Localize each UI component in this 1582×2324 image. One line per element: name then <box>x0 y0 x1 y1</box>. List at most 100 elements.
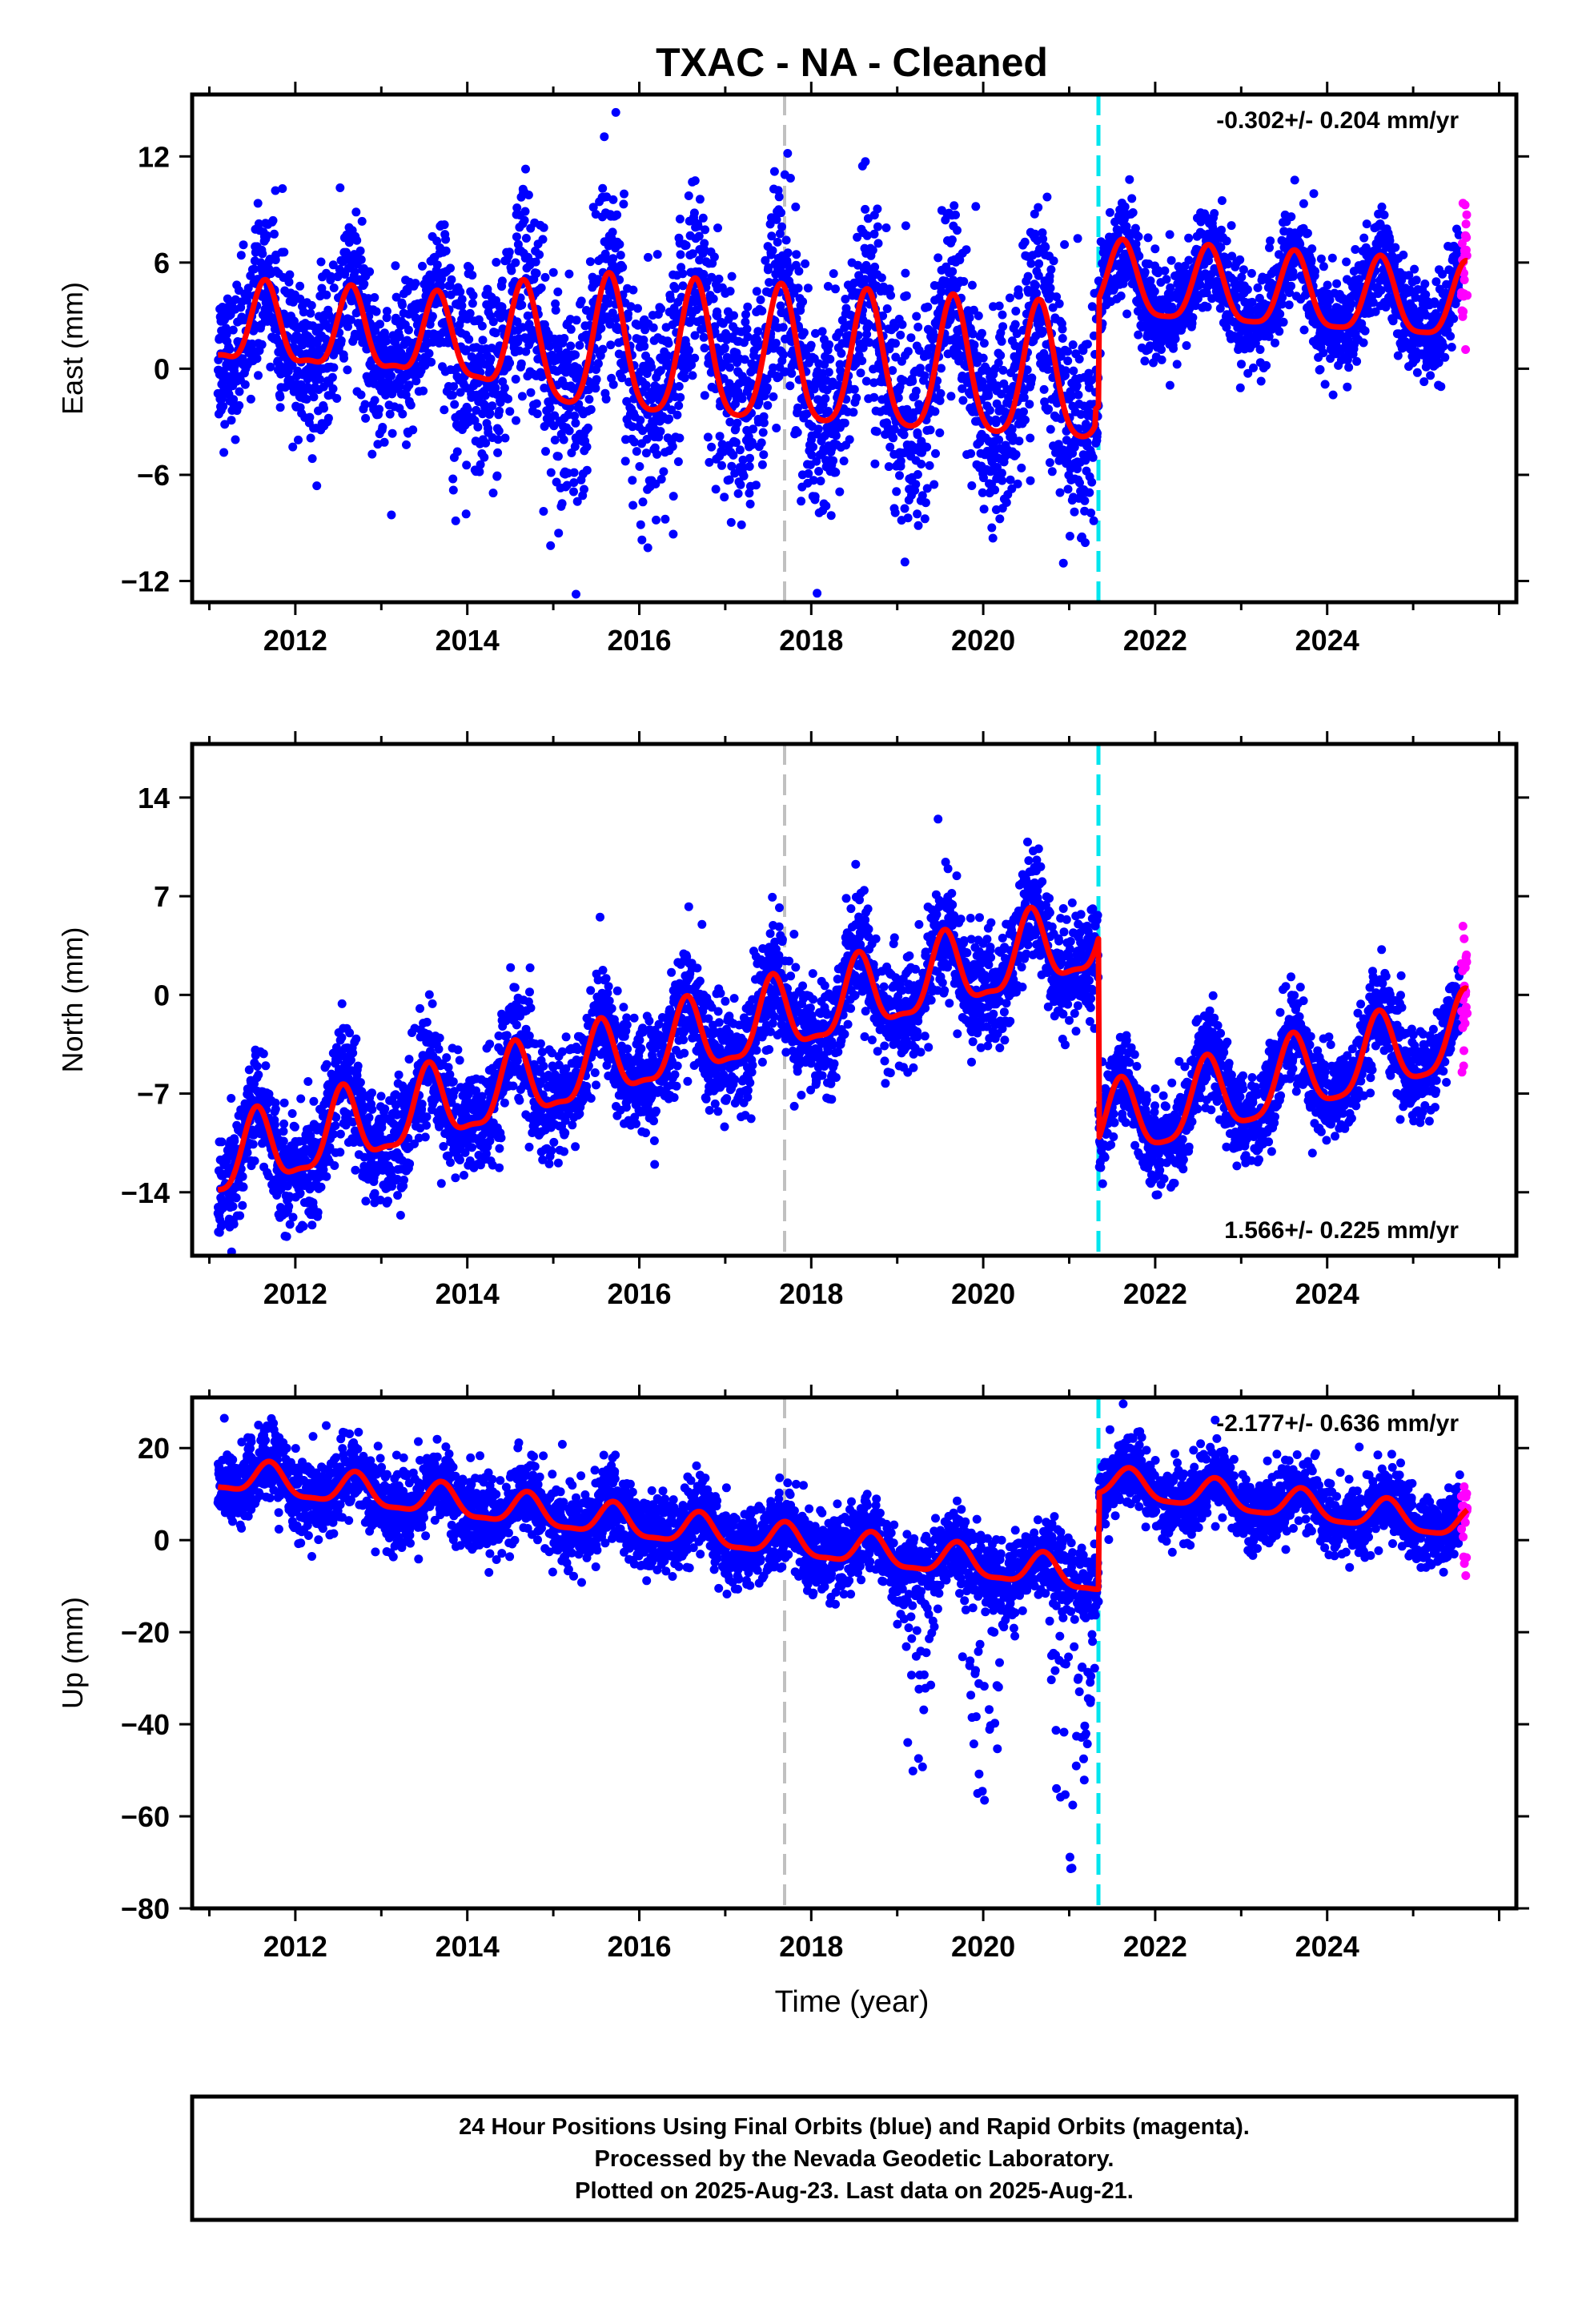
final-point <box>1362 219 1371 229</box>
final-point <box>404 325 413 335</box>
final-point <box>294 435 303 444</box>
final-point <box>488 489 498 498</box>
final-point <box>335 183 345 192</box>
final-point <box>913 509 922 519</box>
final-point <box>497 276 507 286</box>
final-point <box>1058 324 1067 334</box>
final-point <box>689 208 699 218</box>
final-point <box>736 480 745 489</box>
final-point <box>797 497 806 506</box>
east-rate-label: -0.302+/- 0.204 mm/yr <box>1216 107 1459 134</box>
final-point <box>768 246 777 255</box>
final-point <box>360 400 370 409</box>
final-point <box>569 487 578 497</box>
final-point <box>427 357 436 367</box>
final-point <box>912 312 921 321</box>
final-point <box>1143 233 1153 243</box>
final-point <box>745 462 754 471</box>
final-point <box>998 310 1007 320</box>
final-point <box>250 264 259 274</box>
final-point <box>462 460 472 470</box>
final-point <box>602 192 612 202</box>
final-point <box>680 373 689 383</box>
final-point <box>1127 194 1137 203</box>
final-point <box>1034 259 1044 268</box>
final-point <box>673 457 683 466</box>
final-point <box>608 195 618 204</box>
rapid-point <box>1461 345 1471 354</box>
y-tick-label: 6 <box>154 247 170 279</box>
final-point <box>465 263 475 273</box>
final-point <box>457 301 467 311</box>
final-point <box>1217 196 1227 205</box>
final-point <box>305 412 315 422</box>
final-point <box>1134 330 1143 340</box>
final-point <box>739 471 749 480</box>
final-point <box>799 328 809 337</box>
final-point <box>576 296 586 306</box>
final-point <box>225 344 235 354</box>
final-point <box>1342 257 1351 267</box>
final-point <box>492 258 501 267</box>
final-point <box>917 460 926 468</box>
final-point <box>667 405 677 415</box>
final-point <box>1049 256 1058 266</box>
final-point <box>816 476 825 486</box>
final-point <box>1065 532 1074 541</box>
final-point <box>1426 371 1435 380</box>
y-tick-label: 0 <box>154 352 170 385</box>
final-point <box>387 371 396 380</box>
final-point <box>463 404 472 414</box>
final-point <box>774 192 784 202</box>
final-point <box>521 234 531 243</box>
final-point <box>757 460 767 469</box>
final-point <box>512 203 522 212</box>
final-point <box>1319 262 1328 271</box>
final-point <box>984 391 994 400</box>
final-point <box>936 388 946 398</box>
final-point <box>370 293 379 302</box>
final-point <box>839 456 849 466</box>
final-point <box>659 467 669 476</box>
panels: 2012 2014 2016 2018 2020 2022 2024−12−60612Eas… <box>56 82 1529 1963</box>
final-point <box>678 281 688 291</box>
final-point <box>690 353 700 363</box>
final-point <box>890 508 900 517</box>
final-point <box>1005 293 1014 303</box>
final-point <box>1058 558 1068 568</box>
final-point <box>713 223 722 233</box>
final-point <box>1247 268 1256 278</box>
final-point <box>791 202 801 211</box>
final-point <box>246 394 255 404</box>
final-point <box>228 1202 238 1211</box>
final-point <box>236 251 246 260</box>
final-point <box>491 328 500 338</box>
final-point <box>913 322 923 332</box>
final-point <box>1074 354 1084 364</box>
final-point <box>809 476 818 485</box>
final-point <box>521 347 531 356</box>
final-point <box>742 324 752 334</box>
final-point <box>991 418 1001 428</box>
final-point <box>1026 259 1036 268</box>
final-point <box>743 332 753 342</box>
final-point <box>1063 485 1073 494</box>
final-point <box>461 345 471 355</box>
final-point <box>271 186 280 195</box>
final-point <box>793 403 802 412</box>
final-point <box>1128 208 1138 217</box>
final-point <box>896 330 905 340</box>
final-point <box>1299 325 1309 335</box>
final-point <box>740 355 749 364</box>
final-point <box>793 283 803 293</box>
final-point <box>635 462 644 471</box>
final-point <box>628 501 638 510</box>
final-point <box>873 222 882 231</box>
final-point <box>792 250 801 259</box>
chart-title: TXAC - NA - Cleaned <box>656 40 1048 85</box>
final-point <box>671 283 681 293</box>
final-point <box>285 270 295 279</box>
final-point <box>441 246 451 255</box>
final-point <box>977 328 986 338</box>
final-point <box>647 362 656 372</box>
